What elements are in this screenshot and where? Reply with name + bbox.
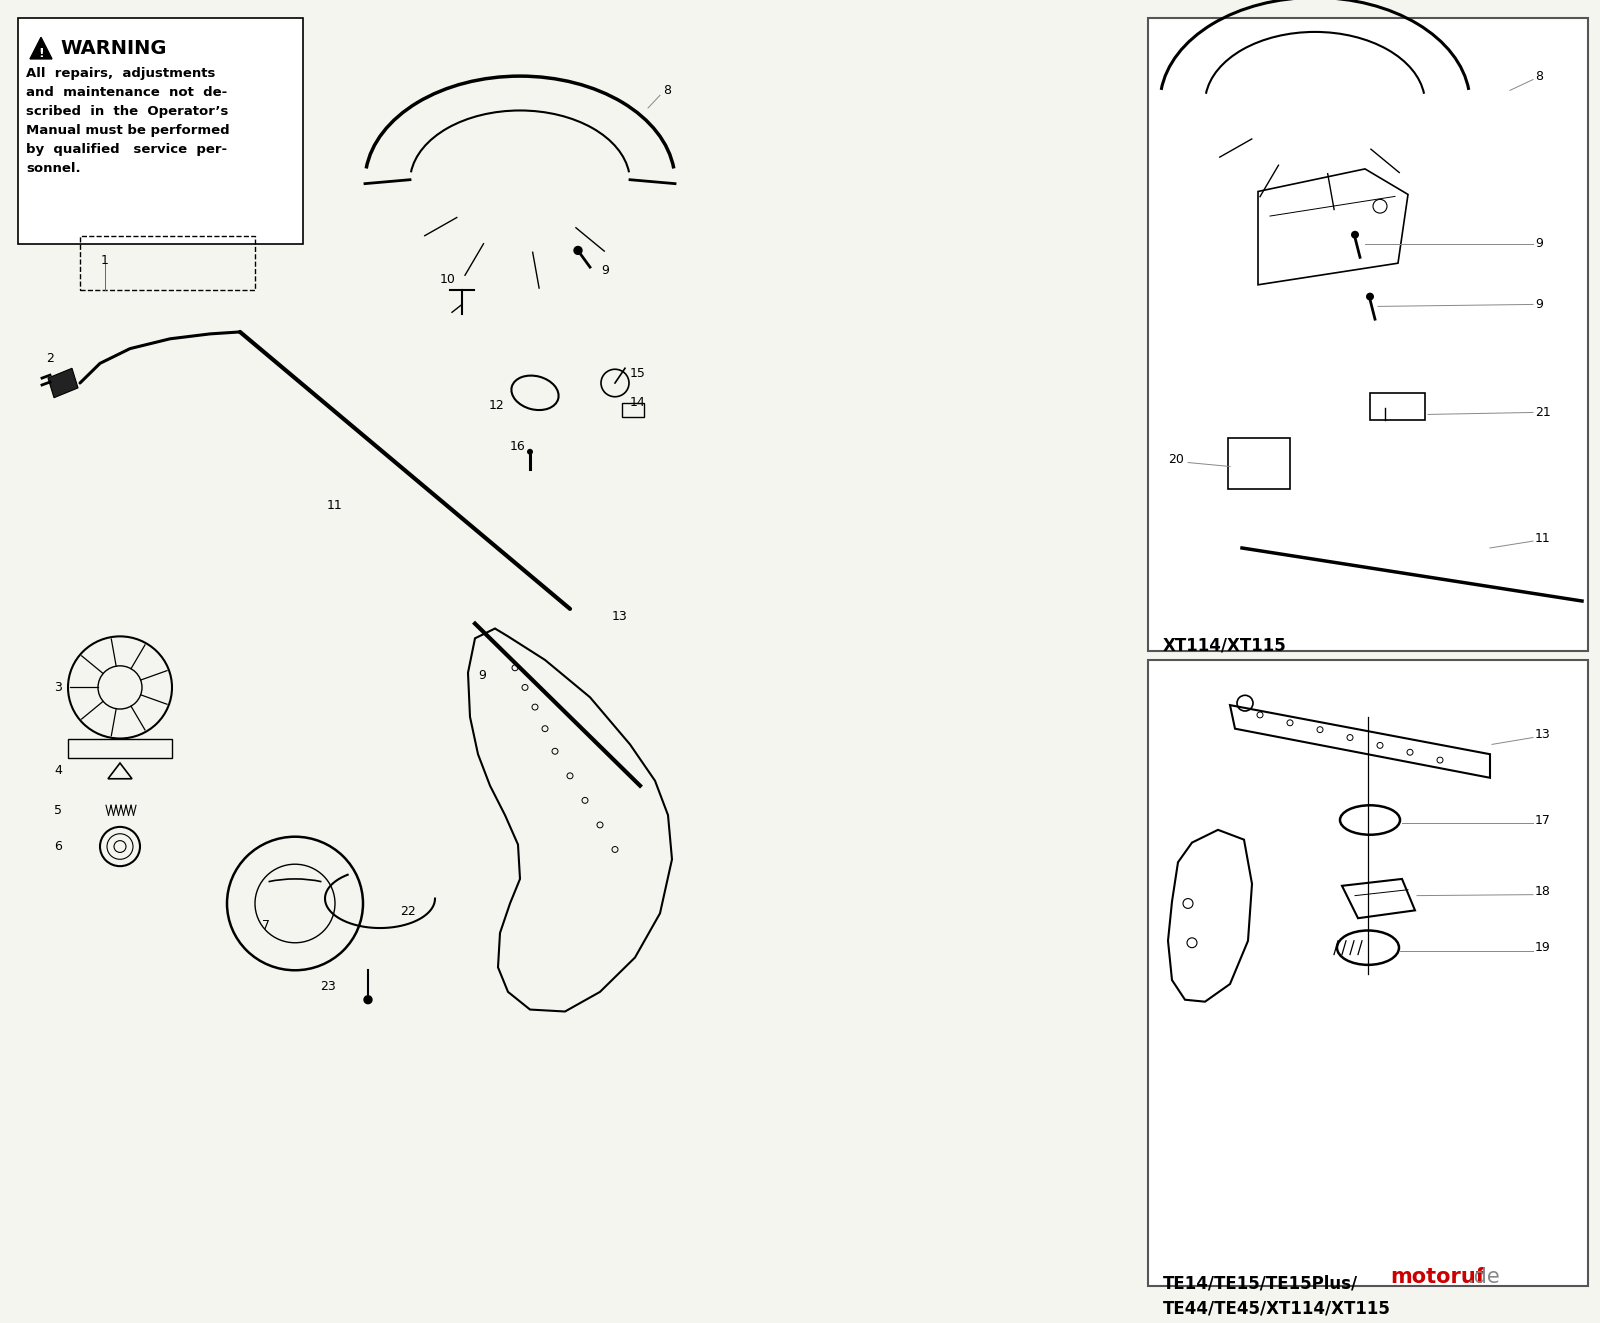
- Text: 23: 23: [320, 980, 336, 994]
- Text: 21: 21: [1534, 406, 1550, 419]
- Text: WARNING: WARNING: [61, 38, 166, 58]
- Circle shape: [574, 246, 582, 254]
- Circle shape: [526, 448, 533, 455]
- Text: .de: .de: [1469, 1266, 1501, 1287]
- Bar: [622, 402, 643, 417]
- Text: !: !: [38, 46, 43, 60]
- Text: 12: 12: [490, 400, 506, 411]
- Text: 19: 19: [1534, 941, 1550, 954]
- Text: 13: 13: [1534, 728, 1550, 741]
- Text: 4: 4: [54, 765, 62, 778]
- Bar: [1149, 660, 1587, 1286]
- Text: 14: 14: [630, 396, 646, 409]
- Text: 7: 7: [262, 918, 270, 931]
- Text: 6: 6: [54, 840, 62, 853]
- Text: TE14/TE15/TE15Plus/
TE44/TE45/XT114/XT115: TE14/TE15/TE15Plus/ TE44/TE45/XT114/XT11…: [1163, 1274, 1390, 1318]
- Text: 8: 8: [1534, 70, 1542, 83]
- Text: 16: 16: [510, 441, 526, 454]
- Text: 22: 22: [400, 905, 416, 918]
- Text: 17: 17: [1534, 814, 1550, 827]
- Text: 15: 15: [630, 366, 646, 380]
- Bar: [1149, 17, 1587, 651]
- Text: 11: 11: [1534, 532, 1550, 545]
- Bar: [80, 235, 254, 290]
- Text: 8: 8: [662, 83, 670, 97]
- Circle shape: [365, 996, 371, 1004]
- Circle shape: [1366, 292, 1374, 300]
- Text: motoruf: motoruf: [1390, 1266, 1485, 1287]
- Text: 13: 13: [613, 610, 627, 623]
- Text: 20: 20: [1168, 452, 1184, 466]
- Bar: [1370, 393, 1426, 421]
- Polygon shape: [48, 368, 78, 398]
- Text: 9: 9: [1534, 298, 1542, 311]
- Text: 9: 9: [1534, 237, 1542, 250]
- Text: 10: 10: [440, 274, 456, 286]
- Text: 18: 18: [1534, 885, 1550, 898]
- Text: All  repairs,  adjustments
and  maintenance  not  de-
scribed  in  the  Operator: All repairs, adjustments and maintenance…: [26, 66, 230, 175]
- Text: 11: 11: [326, 499, 342, 512]
- Text: 5: 5: [54, 803, 62, 816]
- Polygon shape: [30, 37, 51, 60]
- Text: 3: 3: [54, 681, 62, 695]
- Text: XT114/XT115: XT114/XT115: [1163, 636, 1286, 655]
- Text: 2: 2: [46, 352, 54, 365]
- Text: 9: 9: [602, 263, 610, 277]
- Bar: [18, 17, 302, 243]
- Text: 9: 9: [478, 669, 486, 683]
- Text: 1: 1: [101, 254, 109, 267]
- Bar: [67, 738, 173, 758]
- Circle shape: [1350, 230, 1358, 238]
